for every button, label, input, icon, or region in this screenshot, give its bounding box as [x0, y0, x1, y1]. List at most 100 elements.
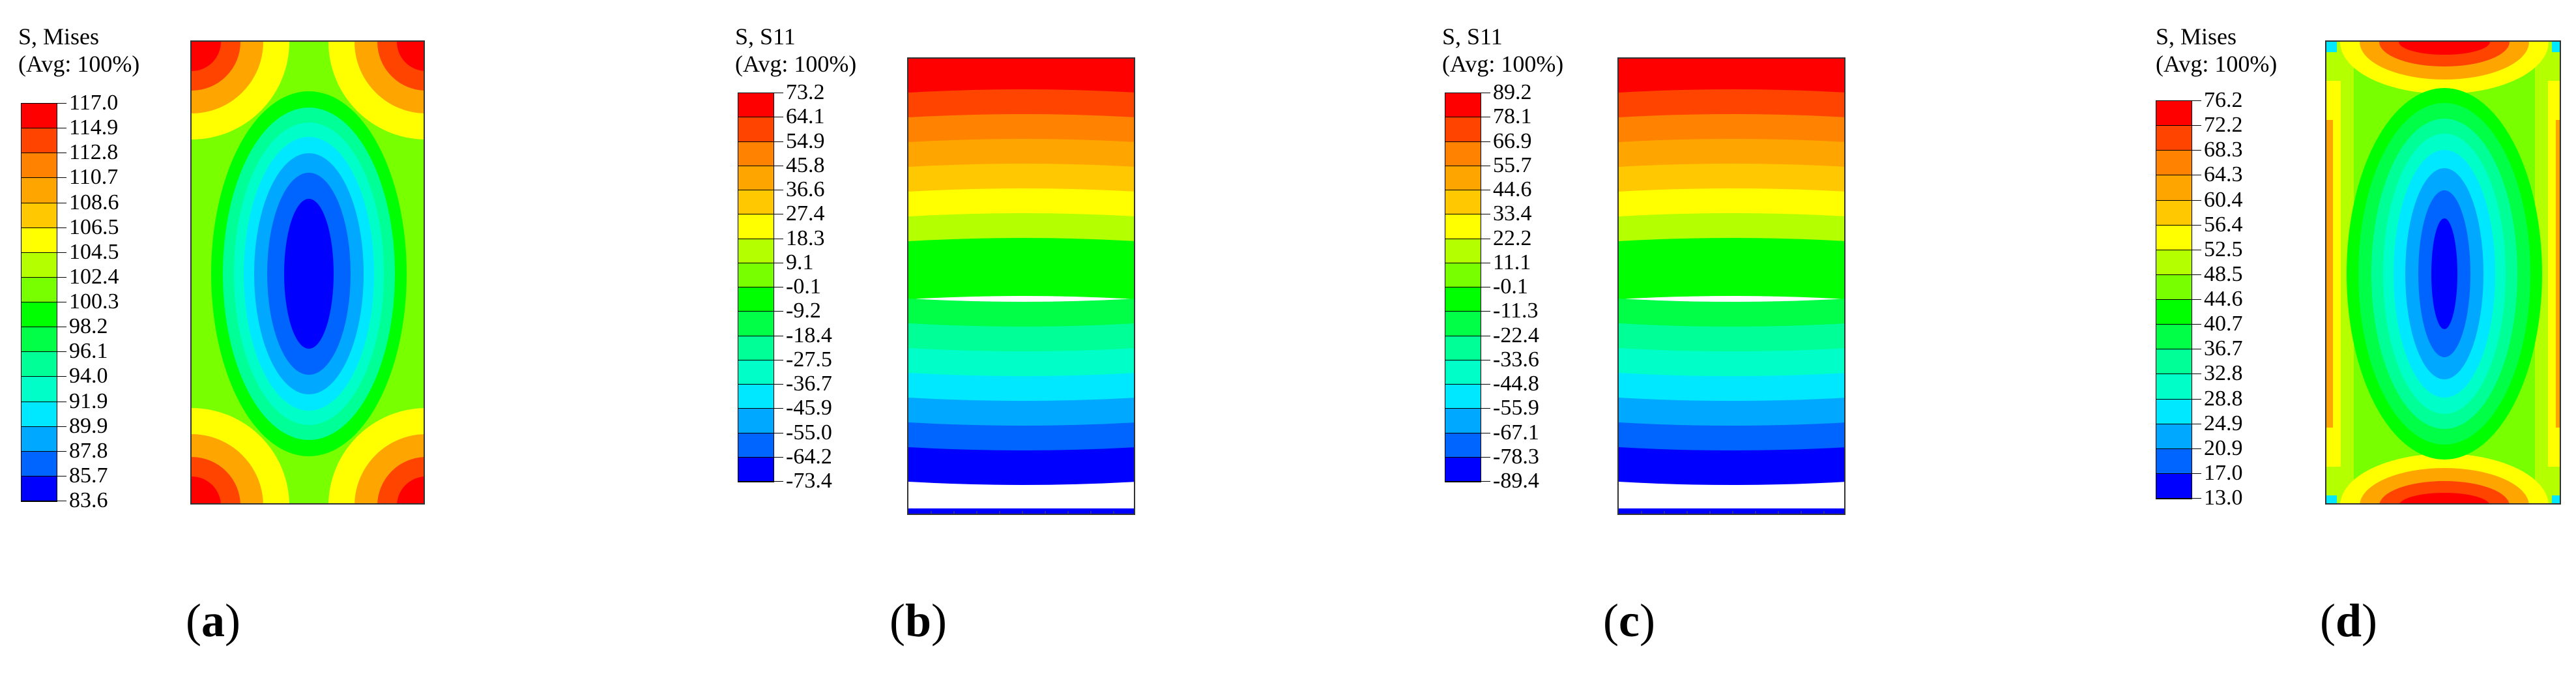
legend-value: 76.2: [2204, 88, 2243, 112]
legend-value: 73.2: [786, 80, 825, 104]
legend-swatch: [2156, 325, 2192, 350]
contour-band: [908, 447, 1134, 485]
legend-value: 20.9: [2204, 435, 2243, 460]
legend-value: 64.3: [2204, 162, 2243, 187]
legend-value: 112.8: [69, 140, 119, 165]
contour-band: [908, 398, 1134, 426]
legend-swatch: [2156, 200, 2192, 226]
legend-swatch: [1445, 214, 1481, 239]
contour-band: [908, 373, 1134, 402]
legend-swatch: [22, 377, 57, 402]
contour-band: [1619, 164, 1844, 192]
legend-title-line1: S, Mises: [18, 23, 100, 50]
contour-band: [1619, 422, 1844, 451]
legend-swatch: [22, 302, 57, 328]
contour-band: [1619, 348, 1844, 377]
legend-value: 54.9: [786, 128, 825, 153]
legend-swatch: [22, 153, 57, 179]
contour-plot: [907, 57, 1135, 515]
contour-band: [908, 299, 1134, 327]
legend-tick: [57, 252, 66, 253]
legend-swatch: [738, 385, 774, 409]
legend-value: -78.3: [1493, 444, 1539, 469]
legend-value: 13.0: [2204, 486, 2243, 510]
contour-band: [908, 164, 1134, 192]
legend-swatch: [738, 287, 774, 312]
contour-plot-svg: [2326, 42, 2560, 503]
legend-swatch: [2156, 151, 2192, 176]
legend-value: 48.5: [2204, 261, 2243, 286]
legend-value: 45.8: [786, 153, 825, 177]
legend-value: 55.7: [1493, 153, 1532, 177]
legend-swatch: [1445, 190, 1481, 215]
legend-swatch: [1445, 263, 1481, 287]
legend-swatch: [2156, 374, 2192, 400]
legend-swatch: [1445, 360, 1481, 385]
legend-value: -22.4: [1493, 323, 1539, 347]
legend-value: -73.4: [786, 469, 832, 493]
legend-value: 56.4: [2204, 212, 2243, 237]
color-legend: [1445, 93, 1481, 482]
legend-tick: [2192, 398, 2201, 400]
legend-value: 104.5: [69, 239, 119, 264]
legend-swatch: [22, 402, 57, 427]
legend-value: 64.1: [786, 104, 825, 129]
legend-tick: [774, 384, 783, 385]
panel-c: S, S11 (Avg: 100%) 89.2 78.1 66.9 55.7 44.6 3…: [1424, 0, 1984, 674]
legend-swatch: [738, 117, 774, 142]
contour-band: [1619, 323, 1844, 352]
legend-swatch: [2156, 274, 2192, 300]
legend-value: 68.3: [2204, 138, 2243, 162]
contour-plot: [190, 40, 425, 505]
legend-swatch: [22, 227, 57, 253]
legend-swatch: [22, 104, 57, 129]
legend-swatch: [2156, 175, 2192, 201]
legend-value: 96.1: [69, 339, 108, 364]
legend-value: 32.8: [2204, 361, 2243, 386]
legend-swatch: [738, 166, 774, 190]
legend-swatch: [1445, 409, 1481, 433]
legend-value: -0.1: [1493, 274, 1528, 299]
legend-swatch: [738, 190, 774, 215]
legend-tick: [774, 408, 783, 409]
contour-band: [1619, 508, 1844, 514]
legend-swatch: [1445, 117, 1481, 142]
legend-value: -89.4: [1493, 469, 1539, 493]
contour-band: [908, 59, 1134, 93]
legend-tick: [1481, 456, 1490, 458]
legend-value: 83.6: [69, 488, 108, 512]
contour-band: [908, 139, 1134, 168]
legend-value: 98.2: [69, 314, 108, 339]
legend-tick: [57, 426, 66, 427]
legend-swatch: [1445, 93, 1481, 118]
legend-tick: [1481, 408, 1490, 409]
legend-value: 108.6: [69, 190, 119, 214]
legend-swatch: [1445, 433, 1481, 458]
panel-d: S, Mises (Avg: 100%) 76.2 72.2 68.3 64.3 60.…: [2131, 0, 2576, 674]
legend-value: 22.2: [1493, 226, 1532, 250]
legend-swatch: [2156, 126, 2192, 151]
legend-title-line1: S, Mises: [2156, 23, 2237, 50]
legend-tick: [57, 103, 66, 104]
legend-tick: [57, 276, 66, 278]
legend-swatch: [738, 457, 774, 482]
contour-plot-svg: [192, 42, 424, 503]
panel-b: S, S11 (Avg: 100%) 73.2 64.1 54.9 45.8 36.6 2…: [717, 0, 1277, 674]
legend-tick: [1481, 384, 1490, 385]
contour-band: [1619, 89, 1844, 118]
legend-swatch: [2156, 225, 2192, 250]
caption-b: (b): [890, 594, 948, 647]
legend-title-line2: (Avg: 100%): [1442, 51, 1564, 77]
legend-swatch: [1445, 336, 1481, 360]
contour-plot: [1617, 57, 1845, 515]
contour-plot-svg: [1619, 59, 1844, 514]
legend-swatch: [738, 336, 774, 360]
legend-swatch: [1445, 166, 1481, 190]
legend-tick: [57, 450, 66, 452]
legend-swatch: [2156, 424, 2192, 449]
legend-swatch: [2156, 101, 2192, 126]
legend-title-line1: S, S11: [1442, 23, 1503, 50]
legend-swatch: [2156, 349, 2192, 375]
legend-value: 36.6: [786, 177, 825, 201]
contour-band: [908, 323, 1134, 352]
